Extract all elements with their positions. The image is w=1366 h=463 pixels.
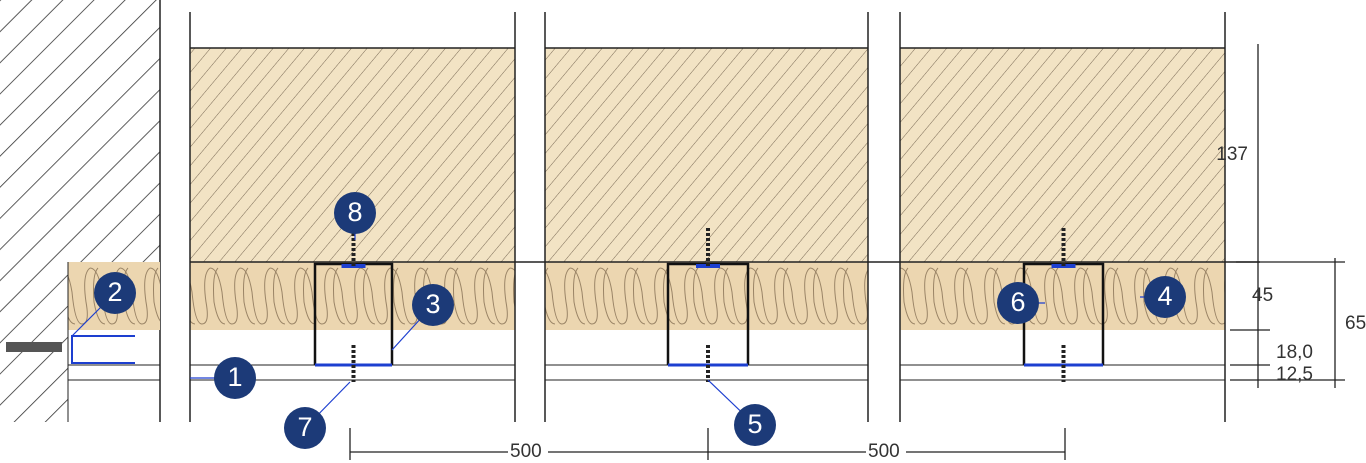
callout [94, 272, 136, 314]
dimension-label: 500 [868, 441, 900, 462]
callout [412, 284, 454, 326]
dimension-label: 18,0 [1276, 342, 1313, 363]
callout-number: 7 [297, 412, 312, 442]
timber [900, 48, 1225, 262]
callout [1144, 276, 1186, 318]
callout-number: 1 [227, 362, 242, 392]
label-bg [866, 442, 906, 462]
callout [214, 357, 256, 399]
dimension-label: 500 [510, 441, 542, 462]
callout-number: 4 [1157, 281, 1172, 311]
callout-number: 8 [347, 197, 362, 227]
construction [0, 0, 1226, 422]
timber [545, 48, 868, 262]
dimension-label: 65 [1345, 313, 1366, 334]
callout-number: 2 [107, 277, 122, 307]
label-bg [508, 442, 548, 462]
callout [334, 192, 376, 234]
dimension-lines [349, 44, 1345, 460]
dimension-label: 137 [1216, 144, 1248, 165]
callout-number: 6 [1010, 287, 1025, 317]
insulation [190, 262, 515, 330]
callout [284, 407, 326, 449]
dimension-label: 12,5 [1276, 364, 1313, 385]
insulation [545, 262, 868, 330]
dimension-label: 45 [1252, 285, 1273, 306]
callout-number: 5 [747, 409, 762, 439]
callout-number: 3 [425, 289, 440, 319]
callout [734, 404, 776, 446]
callout [997, 282, 1039, 324]
